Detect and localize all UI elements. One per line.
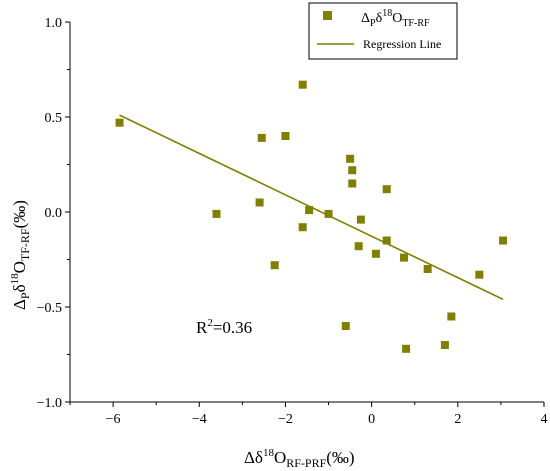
regression-line xyxy=(119,114,504,301)
r-squared-annotation: R2=0.36 xyxy=(196,317,252,337)
y-title-mid: δ xyxy=(10,284,29,292)
data-point xyxy=(402,344,411,353)
data-point xyxy=(115,118,124,127)
y-tick-label: 1.0 xyxy=(45,16,63,31)
legend-points-mid: δ xyxy=(376,11,383,26)
data-point xyxy=(423,265,432,273)
y-title-unit: (‰) xyxy=(10,200,29,228)
data-point xyxy=(281,132,290,140)
data-point xyxy=(356,215,365,224)
y-tick-label: −1.0 xyxy=(37,396,62,411)
legend-label-regression: Regression Line xyxy=(363,37,441,51)
data-point xyxy=(475,270,484,279)
data-point xyxy=(382,236,391,245)
x-tick-label: 2 xyxy=(454,412,461,427)
y-title-main: Δ xyxy=(10,299,29,310)
y-title-base: O xyxy=(10,261,29,273)
x-tick-label: 4 xyxy=(541,412,548,427)
data-point xyxy=(348,179,357,188)
data-point xyxy=(298,223,307,232)
y-axis-title: ΔPδ18OTF-RF(‰) xyxy=(9,200,32,310)
r-squared-value: =0.36 xyxy=(213,318,252,337)
data-point xyxy=(399,253,408,262)
r-squared-sup: 2 xyxy=(207,317,213,329)
x-title-unit: (‰) xyxy=(326,448,354,467)
y-title-sub2: TF-RF xyxy=(18,228,32,261)
y-title-sup: 18 xyxy=(9,273,21,285)
data-point xyxy=(382,185,391,194)
y-title-sub1: P xyxy=(18,292,32,299)
data-point xyxy=(212,209,221,218)
y-tick-label: 0.0 xyxy=(45,206,63,221)
legend-points-sub1: P xyxy=(370,18,376,29)
y-tick-label: −0.5 xyxy=(37,301,62,316)
data-point xyxy=(341,322,350,330)
data-point xyxy=(348,166,357,175)
data-point xyxy=(255,198,264,207)
data-point xyxy=(257,133,266,142)
data-point xyxy=(354,242,363,251)
data-point xyxy=(270,261,279,270)
legend-box xyxy=(308,2,458,60)
x-tick-label: −2 xyxy=(278,412,293,427)
data-point xyxy=(346,154,355,163)
data-point xyxy=(447,312,456,321)
legend-points-base: O xyxy=(392,11,402,26)
x-title-main: Δδ xyxy=(244,448,263,467)
data-point xyxy=(324,209,333,218)
data-points xyxy=(115,80,508,353)
data-point xyxy=(499,236,508,245)
legend: ΔPδ18OTF-RF Regression Line xyxy=(308,2,458,60)
legend-points-main: Δ xyxy=(361,11,370,26)
legend-marker-swatch xyxy=(323,11,332,20)
r-squared-r: R xyxy=(196,318,208,337)
x-title-base: O xyxy=(274,448,286,467)
x-tick-label: −4 xyxy=(192,412,207,427)
legend-points-sup: 18 xyxy=(382,8,392,19)
legend-points-sub2: TF-RF xyxy=(402,18,430,29)
y-tick-label: 0.5 xyxy=(45,111,63,126)
legend-label-points: ΔPδ18OTF-RF xyxy=(361,8,430,29)
regression-line-group xyxy=(119,114,504,301)
x-tick-label: 0 xyxy=(368,412,375,427)
data-point xyxy=(371,249,380,258)
x-axis-title: Δδ18ORF-PRF(‰) xyxy=(244,447,355,470)
data-point xyxy=(298,80,307,89)
y-axis-title-group: ΔPδ18OTF-RF(‰) xyxy=(9,200,32,310)
x-tick-label: −6 xyxy=(106,412,121,427)
y-axis-ticks: −1.0 −0.5 0.0 0.5 1.0 xyxy=(37,16,70,411)
x-title-sub: RF-PRF xyxy=(286,456,326,470)
data-point xyxy=(305,206,314,215)
x-title-sup: 18 xyxy=(263,447,275,459)
data-point xyxy=(440,341,449,349)
x-axis-ticks: −6 −4 −2 0 2 4 xyxy=(69,402,548,427)
